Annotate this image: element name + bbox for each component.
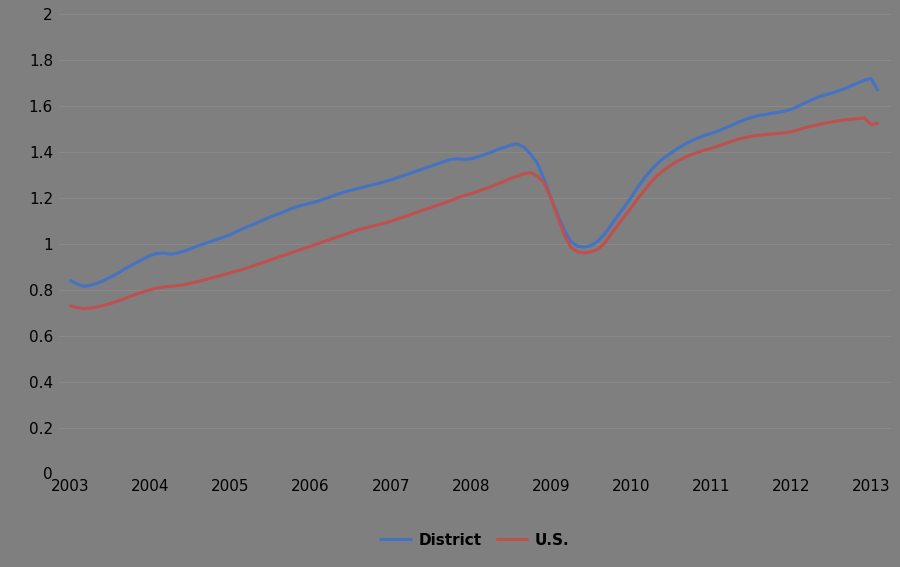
U.S. [585, 248, 596, 255]
District [819, 92, 830, 99]
U.S. [819, 120, 830, 126]
U.S. [512, 173, 523, 180]
U.S. [872, 120, 883, 126]
U.S. [78, 305, 89, 312]
District [872, 87, 883, 94]
District [332, 191, 343, 198]
Line: U.S.: U.S. [70, 118, 878, 308]
District [852, 80, 863, 87]
U.S. [258, 259, 269, 265]
U.S. [852, 115, 863, 122]
District [78, 283, 89, 290]
District [866, 75, 877, 82]
U.S. [65, 302, 76, 309]
U.S. [859, 115, 869, 121]
District [585, 242, 596, 249]
District [258, 216, 269, 223]
U.S. [332, 234, 343, 240]
District [65, 277, 76, 284]
Legend: District, U.S.: District, U.S. [374, 527, 576, 555]
District [512, 141, 523, 147]
Line: District: District [70, 78, 878, 286]
